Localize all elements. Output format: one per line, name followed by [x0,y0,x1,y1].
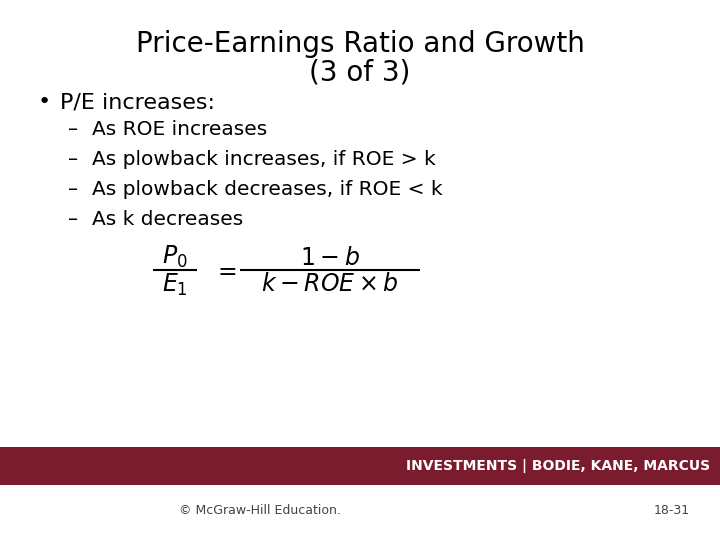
Text: As k decreases: As k decreases [92,210,243,229]
Text: As plowback decreases, if ROE < k: As plowback decreases, if ROE < k [92,180,443,199]
Text: –: – [68,150,78,169]
Text: –: – [68,210,78,229]
Text: –: – [68,180,78,199]
Text: (3 of 3): (3 of 3) [310,58,410,86]
Text: Price-Earnings Ratio and Growth: Price-Earnings Ratio and Growth [135,30,585,58]
Text: $\mathit{P}_0$: $\mathit{P}_0$ [162,244,188,270]
Text: –: – [68,120,78,139]
Text: •: • [38,92,51,112]
Text: As ROE increases: As ROE increases [92,120,267,139]
Text: $=$: $=$ [213,258,237,282]
Text: As plowback increases, if ROE > k: As plowback increases, if ROE > k [92,150,436,169]
Text: P/E increases:: P/E increases: [60,92,215,112]
Bar [0,447,720,485]
Text: $\mathit{E}_1$: $\mathit{E}_1$ [162,272,188,298]
Text: $\mathit{k} - \mathit{ROE} \times \mathit{b}$: $\mathit{k} - \mathit{ROE} \times \mathi… [261,272,399,296]
Text: 18-31: 18-31 [654,503,690,516]
Text: INVESTMENTS | BODIE, KANE, MARCUS: INVESTMENTS | BODIE, KANE, MARCUS [406,459,710,473]
Text: $1 - \mathit{b}$: $1 - \mathit{b}$ [300,246,360,270]
Text: © McGraw-Hill Education.: © McGraw-Hill Education. [179,503,341,516]
